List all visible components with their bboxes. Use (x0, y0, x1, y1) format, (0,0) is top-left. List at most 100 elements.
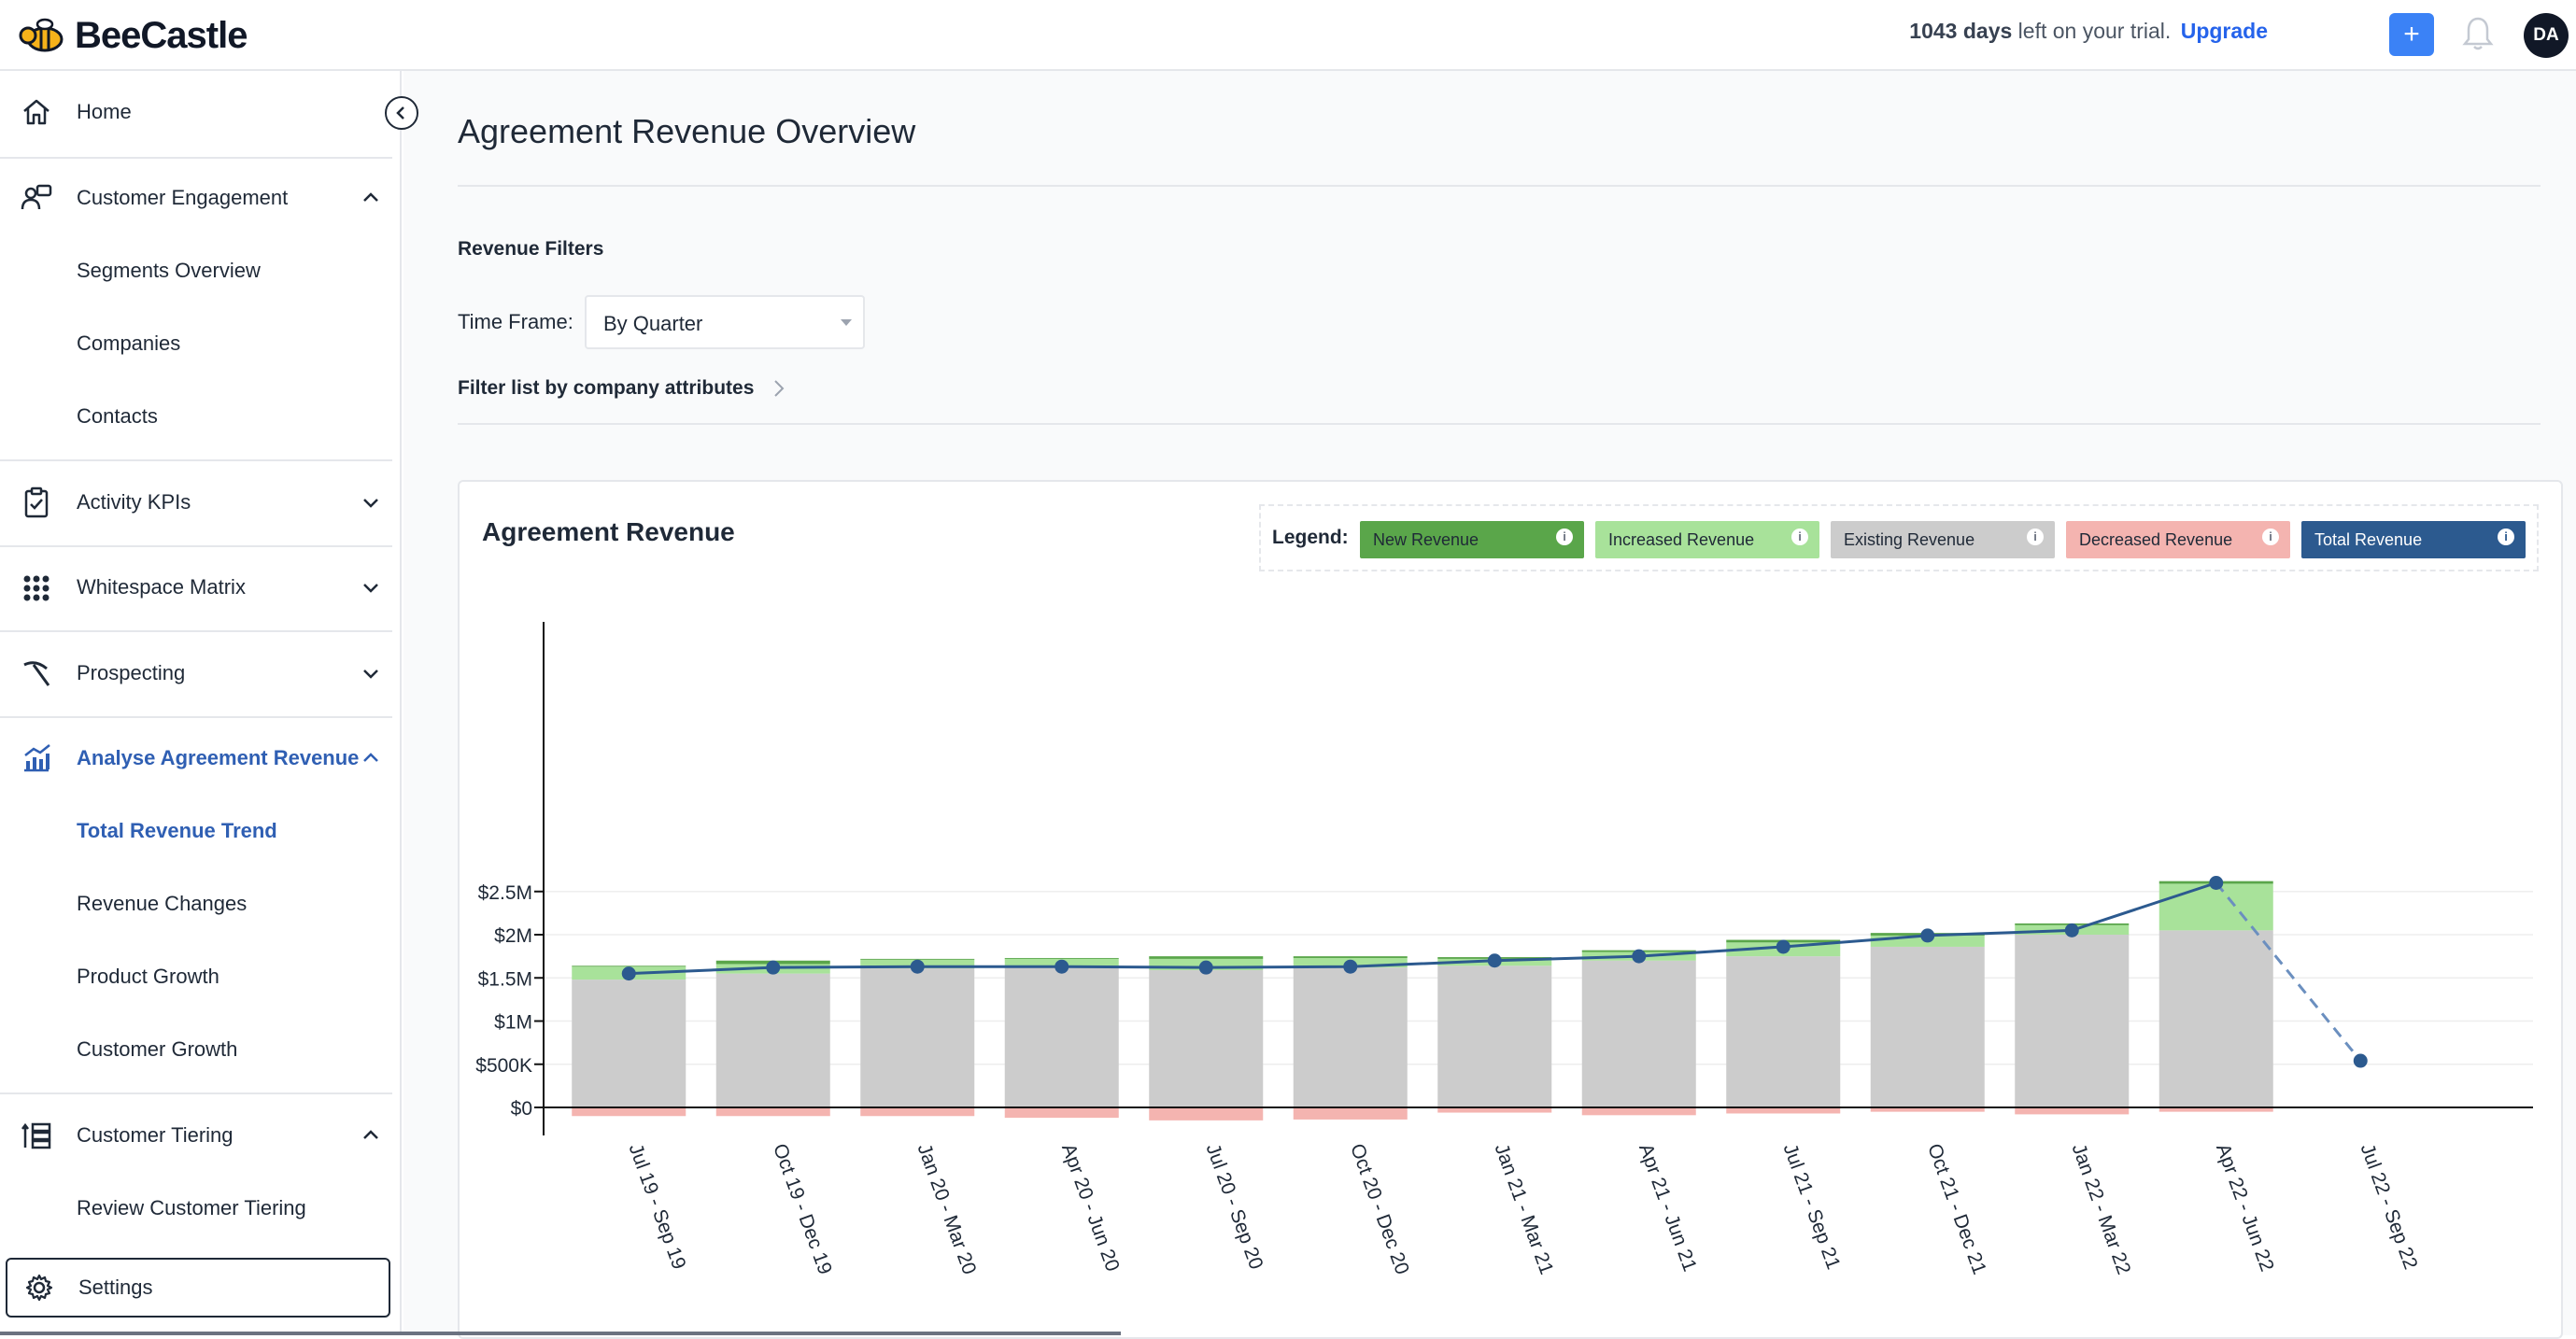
collapse-sidebar-button[interactable] (385, 96, 418, 130)
card-title: Agreement Revenue (482, 517, 735, 546)
legend-item-label: Existing Revenue (1844, 530, 1975, 549)
sidebar-item-label: Customer Engagement (77, 186, 289, 209)
company-attribute-filter-toggle[interactable]: Filter list by company attributes (458, 377, 786, 400)
total-revenue-point (1920, 928, 1935, 943)
x-tick-label: Apr 21 - Jun 21 (1635, 1141, 1701, 1275)
total-revenue-point (766, 960, 781, 975)
x-tick-label: Jul 21 - Sep 21 (1779, 1141, 1845, 1273)
sidebar-item-review-customer-tiering[interactable]: Review Customer Tiering (77, 1196, 306, 1219)
grid-dots-icon (23, 575, 50, 601)
info-icon[interactable]: i (1791, 529, 1808, 545)
chevron-up-icon[interactable] (359, 186, 383, 210)
sidebar-divider (0, 459, 392, 461)
time-frame-select[interactable]: By Quarter (585, 295, 865, 349)
main-content: Agreement Revenue Overview Revenue Filte… (403, 71, 2576, 1339)
tiering-icon (21, 1122, 51, 1149)
bar-existing-revenue (1437, 965, 1552, 1107)
y-tick-label: $0 (511, 1098, 532, 1120)
bar-decreased-revenue (1437, 1107, 1552, 1113)
chevron-right-icon (774, 380, 785, 397)
chevron-down-icon[interactable] (359, 575, 383, 599)
sidebar-item-home[interactable]: Home (0, 84, 392, 140)
avatar[interactable]: DA (2524, 13, 2569, 58)
bar-decreased-revenue (1293, 1107, 1408, 1120)
y-tick-label: $1.5M (478, 968, 532, 990)
sidebar-divider (0, 545, 392, 547)
sidebar-item-companies[interactable]: Companies (77, 331, 181, 355)
sidebar-item-whitespace-matrix[interactable]: Whitespace Matrix (0, 559, 392, 615)
sidebar-item-activity-kpis[interactable]: Activity KPIs (0, 474, 392, 530)
sidebar-item-analyse-agreement-revenue[interactable]: Analyse Agreement Revenue (0, 730, 392, 786)
bar-existing-revenue (1870, 946, 1985, 1107)
x-tick-label: Jan 20 - Mar 20 (913, 1141, 981, 1277)
y-tick-label: $2M (494, 925, 532, 947)
sidebar-item-label: Home (77, 100, 132, 123)
x-tick-label: Oct 21 - Dec 21 (1923, 1141, 1990, 1277)
bar-existing-revenue (1149, 969, 1264, 1107)
sidebar-item-label: Analyse Agreement Revenue (77, 746, 360, 769)
bar-existing-revenue (1293, 967, 1408, 1107)
sidebar-item-total-revenue-trend[interactable]: Total Revenue Trend (77, 819, 277, 842)
chevron-up-icon[interactable] (359, 1123, 383, 1148)
sidebar-item-customer-tiering[interactable]: Customer Tiering (0, 1107, 392, 1163)
legend-existing-revenue[interactable]: Existing Revenue i (1831, 521, 2055, 558)
brand-logo[interactable]: BeeCastle (17, 13, 248, 58)
sidebar-item-customer-engagement[interactable]: Customer Engagement (0, 170, 392, 226)
info-icon[interactable]: i (2027, 529, 2044, 545)
sidebar-divider (0, 157, 392, 159)
chevron-down-icon[interactable] (359, 490, 383, 514)
horizontal-scrollbar[interactable] (0, 1332, 1121, 1335)
legend-item-label: Increased Revenue (1608, 530, 1755, 549)
pickaxe-icon (23, 661, 50, 686)
sidebar-item-contacts[interactable]: Contacts (77, 404, 158, 428)
chevron-up-icon[interactable] (359, 746, 383, 770)
bar-decreased-revenue (2158, 1107, 2273, 1112)
info-icon[interactable]: i (2262, 529, 2279, 545)
upgrade-link[interactable]: Upgrade (2180, 19, 2268, 43)
x-tick-label: Jul 20 - Sep 20 (1202, 1141, 1267, 1273)
total-revenue-point (1343, 959, 1358, 974)
bar-decreased-revenue (1149, 1107, 1264, 1121)
bar-new-revenue (1293, 956, 1408, 958)
bar-new-revenue (1004, 957, 1119, 959)
total-revenue-point (1054, 959, 1069, 974)
bar-decreased-revenue (860, 1107, 975, 1117)
legend-total-revenue[interactable]: Total Revenue i (2301, 521, 2526, 558)
time-frame-value: By Quarter (603, 312, 703, 335)
legend-increased-revenue[interactable]: Increased Revenue i (1595, 521, 1819, 558)
total-revenue-point (1776, 939, 1790, 954)
page-title: Agreement Revenue Overview (458, 112, 916, 150)
bar-existing-revenue (572, 980, 686, 1107)
trial-suffix: left on your trial. (2012, 19, 2172, 43)
time-frame-label: Time Frame: (458, 310, 573, 333)
x-tick-label: Oct 20 - Dec 20 (1346, 1141, 1413, 1277)
x-tick-label: Jul 22 - Sep 22 (2357, 1141, 2422, 1273)
bar-decreased-revenue (1581, 1107, 1696, 1116)
create-button[interactable]: + (2389, 13, 2434, 56)
sidebar-item-revenue-changes[interactable]: Revenue Changes (77, 892, 248, 915)
x-tick-label: Jan 22 - Mar 22 (2068, 1141, 2135, 1277)
chart-trend-icon (24, 744, 50, 772)
legend-decreased-revenue[interactable]: Decreased Revenue i (2066, 521, 2290, 558)
customer-engagement-icon (21, 184, 52, 210)
chevron-down-icon[interactable] (359, 661, 383, 685)
info-icon[interactable]: i (2498, 529, 2514, 545)
sidebar-item-segments-overview[interactable]: Segments Overview (77, 259, 261, 282)
legend-new-revenue[interactable]: New Revenue i (1360, 521, 1584, 558)
info-icon[interactable]: i (1556, 529, 1573, 545)
chart-legend: Legend: New Revenue i Increased Revenue … (1259, 504, 2539, 571)
bell-icon[interactable] (2462, 15, 2494, 52)
sidebar-item-product-growth[interactable]: Product Growth (77, 965, 219, 988)
agreement-revenue-card: Agreement Revenue Legend: New Revenue i … (458, 480, 2563, 1339)
total-revenue-point (2353, 1053, 2368, 1068)
bar-new-revenue (860, 958, 975, 960)
total-revenue-point (2064, 923, 2079, 937)
bar-existing-revenue (2015, 935, 2130, 1107)
x-tick-label: Apr 20 - Jun 20 (1057, 1141, 1124, 1275)
sidebar-item-customer-growth[interactable]: Customer Growth (77, 1037, 238, 1061)
sidebar-item-prospecting[interactable]: Prospecting (0, 645, 392, 701)
home-icon (23, 99, 50, 125)
chevron-left-icon (396, 106, 404, 120)
settings-button[interactable]: Settings (6, 1258, 390, 1318)
sidebar-item-label: Prospecting (77, 661, 186, 684)
